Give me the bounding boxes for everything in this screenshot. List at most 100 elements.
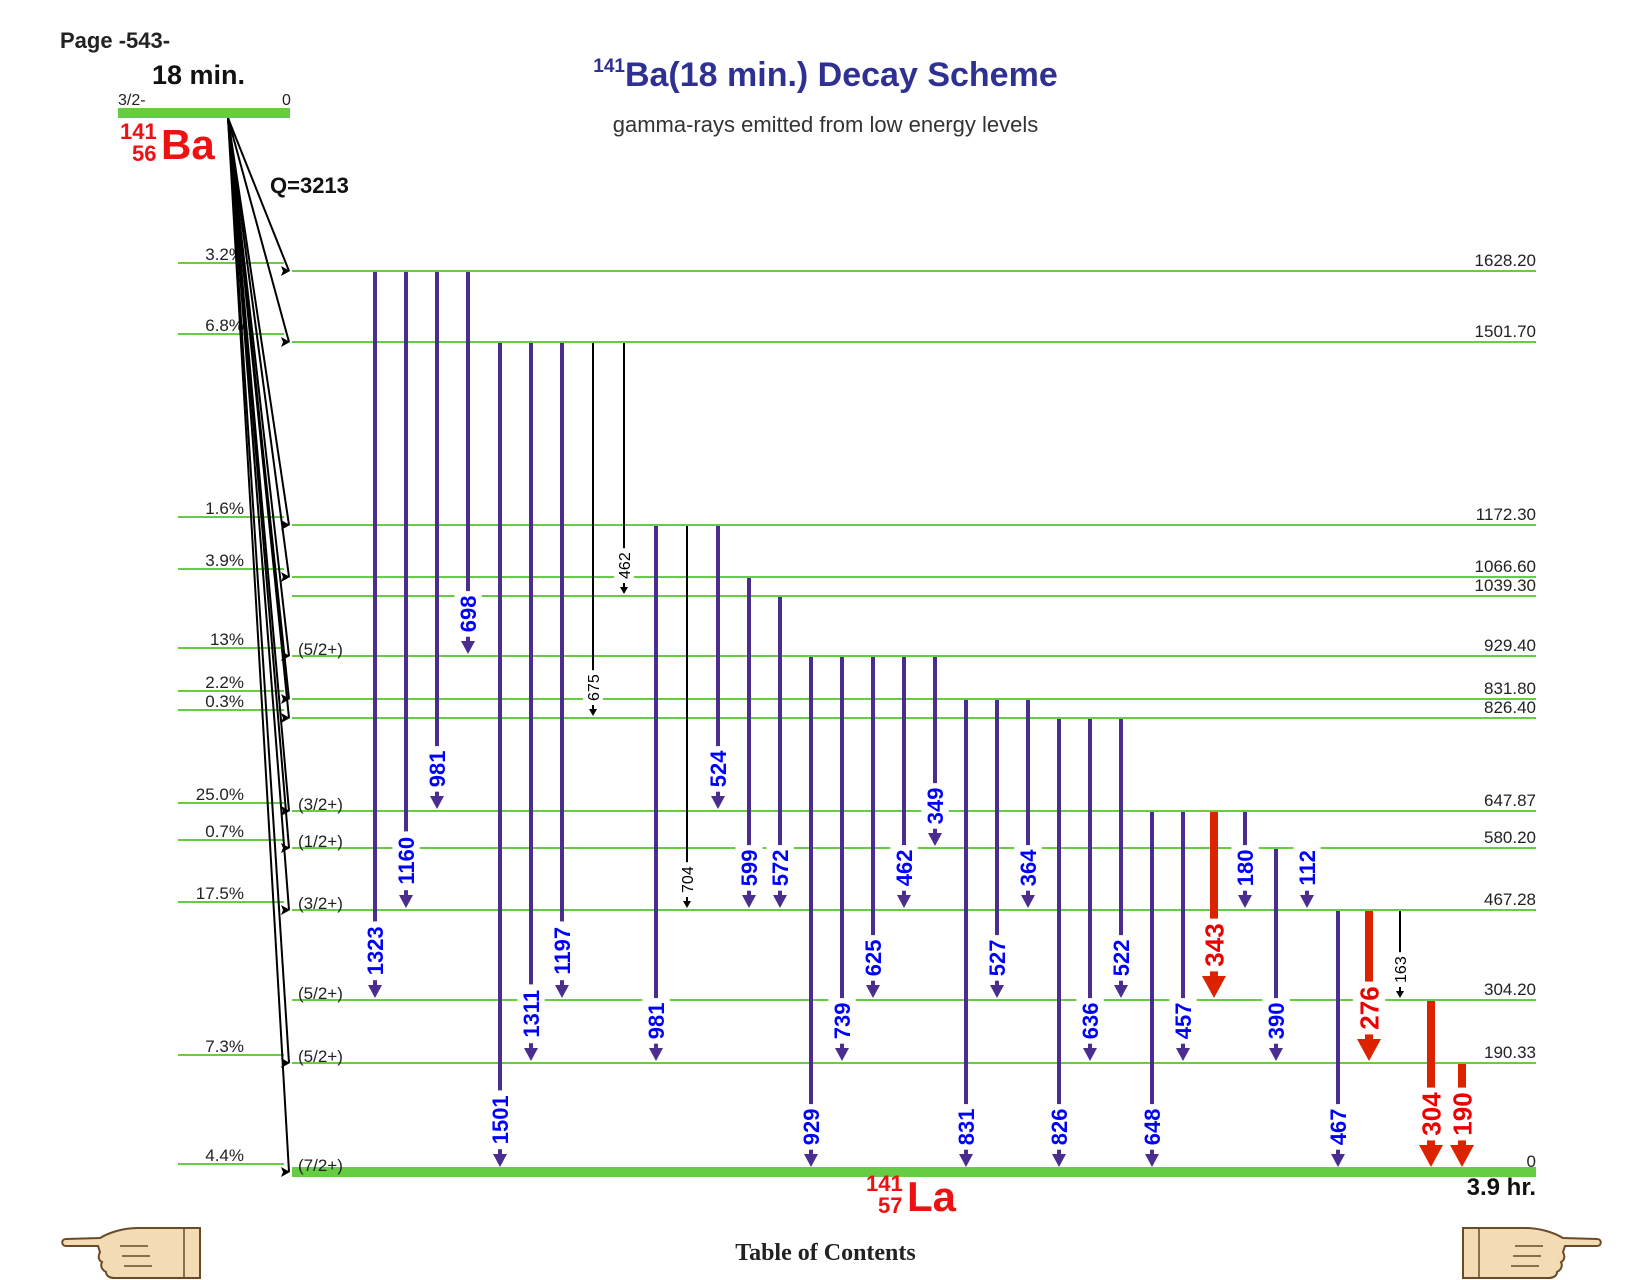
gamma-label-background [1076, 998, 1104, 1044]
gamma-transition: 636 [1076, 719, 1104, 1061]
gamma-transition: 457 [1169, 812, 1197, 1061]
parent-level-bar [118, 108, 290, 118]
gamma-arrowhead [773, 895, 787, 908]
gamma-transition: 1197 [548, 343, 576, 998]
gamma-label-background [983, 935, 1011, 981]
gamma-transition: 190 [1445, 1064, 1479, 1167]
gamma-energy-label: 457 [1171, 1003, 1196, 1040]
beta-feed-arrowhead [281, 694, 290, 704]
gamma-energy-label: 831 [954, 1109, 979, 1146]
gamma-arrowhead [1202, 976, 1226, 998]
gamma-label-background [392, 831, 420, 891]
beta-feed-arrowhead [281, 337, 290, 347]
beta-intensity-label: 17.5% [196, 884, 244, 903]
gamma-transition: 163 [1390, 911, 1410, 998]
gamma-transition: 599 [735, 578, 763, 908]
gamma-label-background [1014, 845, 1042, 891]
gamma-label-background [1390, 952, 1410, 987]
level-energy-label: 1066.60 [1475, 557, 1536, 576]
gamma-label-background [1445, 1087, 1479, 1141]
beta-intensity-label: 1.6% [205, 499, 244, 518]
gamma-energy-label: 648 [1140, 1109, 1165, 1146]
gamma-transition: 462 [890, 657, 918, 908]
parent-mass-number: 141 [120, 119, 157, 144]
gamma-arrowhead [461, 641, 475, 654]
gamma-transition: 1160 [392, 272, 420, 908]
gamma-arrowhead [866, 985, 880, 998]
gamma-arrowhead [928, 833, 942, 846]
gamma-label-background [361, 921, 389, 981]
level-energy-label: 929.40 [1484, 636, 1536, 655]
gamma-arrowhead [1419, 1145, 1443, 1167]
level-spin-label: (3/2+) [298, 894, 343, 913]
gamma-arrowhead [555, 985, 569, 998]
gamma-label-background [548, 921, 576, 981]
level-energy-label: 1501.70 [1475, 322, 1536, 341]
gamma-transition: 364 [1014, 700, 1042, 908]
gamma-energy-label: 698 [456, 596, 481, 633]
gamma-energy-label: 739 [830, 1003, 855, 1040]
gamma-energy-label: 1501 [488, 1095, 513, 1144]
gamma-energy-label: 112 [1295, 850, 1320, 886]
level-energy-label: 1628.20 [1475, 251, 1536, 270]
gamma-energy-label: 527 [985, 940, 1010, 977]
beta-intensity-label: 0.3% [205, 692, 244, 711]
pointing-hand-left-icon[interactable] [60, 1222, 205, 1280]
level-energy-label: 647.87 [1484, 791, 1536, 810]
beta-intensity-label: 2.2% [205, 673, 244, 692]
gamma-label-background [921, 783, 949, 829]
level-spin-label: (5/2+) [298, 984, 343, 1003]
gamma-transition: 522 [1107, 719, 1135, 998]
beta-feed-arrowhead [281, 905, 290, 915]
gamma-label-background [1262, 998, 1290, 1044]
table-of-contents-link[interactable]: Table of Contents [735, 1240, 916, 1266]
gamma-label-background [486, 1090, 514, 1150]
gamma-transition: 1323 [361, 272, 389, 998]
gamma-transition: 625 [859, 657, 887, 998]
gamma-arrowhead [620, 587, 628, 594]
gamma-transition: 704 [677, 526, 697, 908]
gamma-energy-label: 704 [680, 866, 697, 893]
gamma-energy-label: 675 [586, 674, 603, 701]
gamma-energy-label: 390 [1264, 1003, 1289, 1040]
gamma-label-background [1169, 998, 1197, 1044]
pointing-hand-right-icon[interactable] [1458, 1222, 1603, 1280]
gamma-label-background [454, 591, 482, 637]
gamma-label-background [1324, 1104, 1352, 1150]
gamma-transition: 524 [704, 526, 732, 809]
gamma-transition: 826 [1045, 719, 1073, 1167]
level-energy-label: 467.28 [1484, 890, 1536, 909]
gamma-arrowhead [959, 1154, 973, 1167]
gamma-arrowhead [1331, 1154, 1345, 1167]
gamma-arrowhead [430, 796, 444, 809]
gamma-label-background [423, 746, 451, 792]
gamma-label-background [890, 845, 918, 891]
beta-feed-line [227, 117, 290, 343]
gamma-energy-label: 462 [617, 552, 634, 579]
gamma-transition: 349 [921, 657, 949, 846]
gamma-label-background [583, 670, 603, 705]
beta-intensity-label: 4.4% [205, 1146, 244, 1165]
level-spin-label: (7/2+) [298, 1156, 343, 1175]
gamma-arrowhead [524, 1048, 538, 1061]
gamma-arrowhead [589, 709, 597, 716]
gamma-arrowhead [1176, 1048, 1190, 1061]
gamma-energy-label: 1323 [363, 926, 388, 975]
gamma-energy-label: 522 [1109, 940, 1134, 977]
beta-feed-arrowhead [281, 572, 290, 582]
beta-feed-line [227, 117, 290, 1173]
gamma-label-background [1045, 1104, 1073, 1150]
beta-intensity-label: 13% [210, 630, 244, 649]
q-value: Q=3213 [270, 173, 349, 198]
gamma-energy-label: 826 [1047, 1109, 1072, 1146]
gamma-energy-label: 599 [737, 850, 762, 887]
page-label: Page -543- [60, 28, 171, 53]
beta-intensity-label: 25.0% [196, 785, 244, 804]
gamma-arrowhead [493, 1154, 507, 1167]
beta-feed-line [227, 117, 290, 578]
gamma-label-background [1197, 918, 1231, 972]
gamma-label-background [828, 998, 856, 1044]
gamma-energy-label: 190 [1447, 1092, 1477, 1135]
gamma-energy-label: 981 [425, 751, 450, 788]
